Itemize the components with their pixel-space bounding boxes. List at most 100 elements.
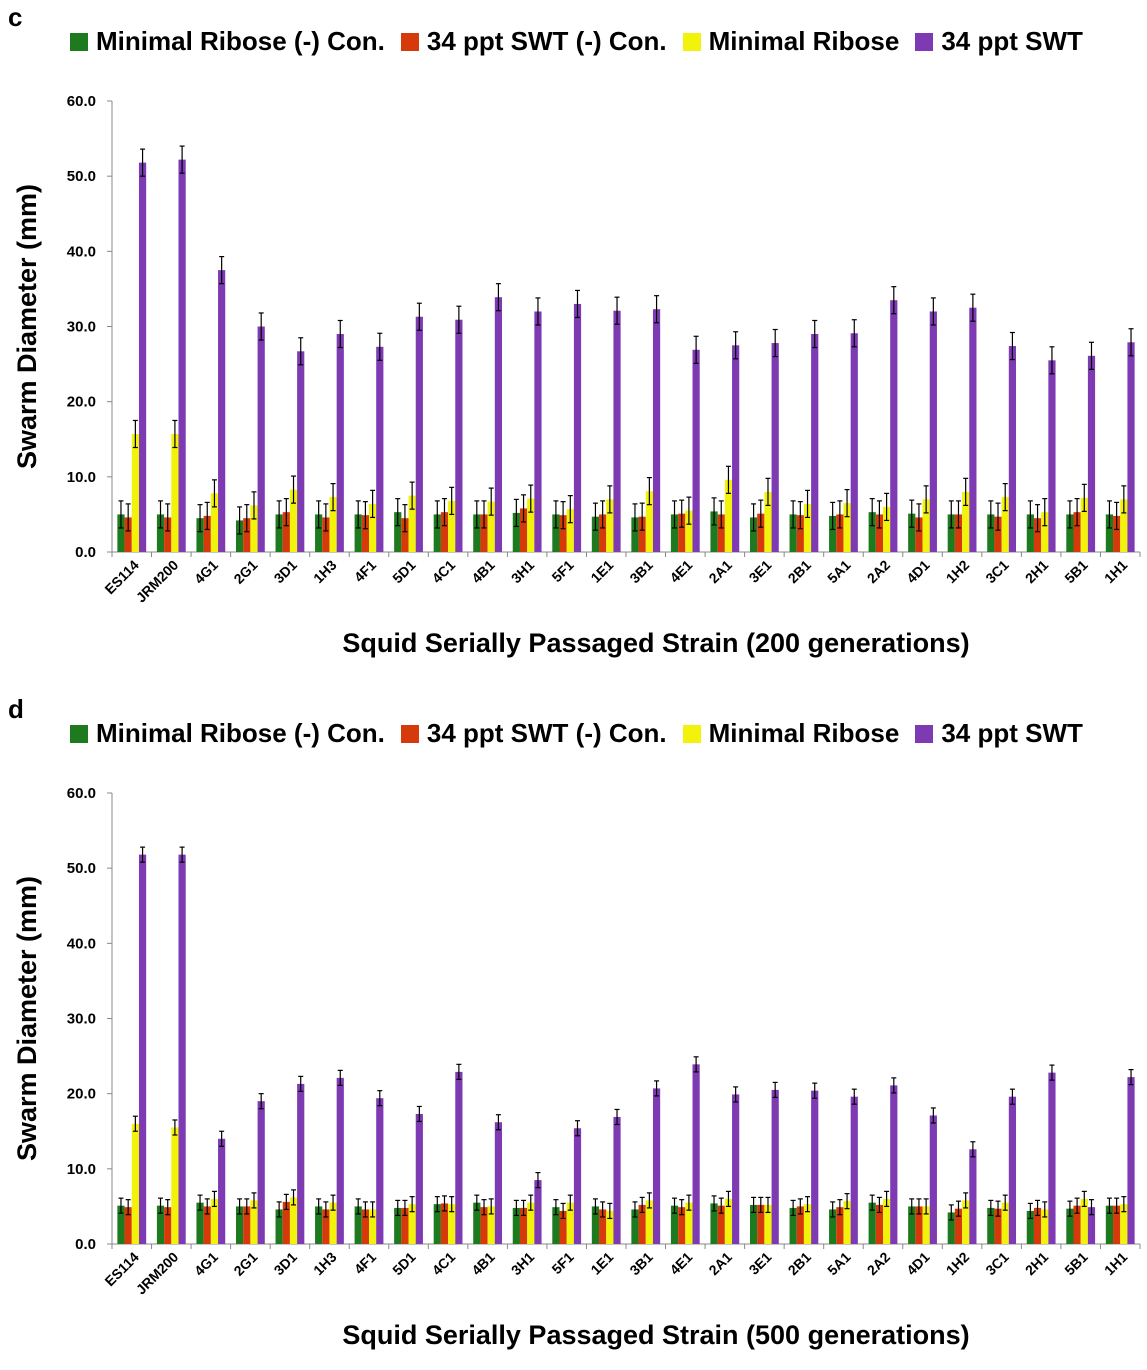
x-tick-label: 2H1 — [1022, 557, 1052, 587]
bar — [1033, 1207, 1042, 1244]
bar — [947, 1212, 955, 1244]
x-tick-label: 3B1 — [626, 1249, 656, 1279]
bar — [235, 1206, 244, 1244]
bar — [275, 514, 283, 552]
bar — [1041, 1209, 1049, 1244]
bar — [954, 1208, 963, 1244]
bar — [724, 479, 733, 552]
x-tick-label: 5A1 — [824, 1249, 854, 1279]
bar — [962, 1200, 970, 1244]
bar — [329, 1202, 337, 1244]
x-axis-label: Squid Serially Passaged Strain (200 gene… — [342, 628, 969, 658]
bar — [494, 297, 503, 552]
bar — [670, 514, 679, 552]
bar — [843, 1201, 851, 1244]
bar — [415, 316, 423, 552]
bar — [915, 517, 923, 552]
bar — [685, 510, 693, 552]
bar — [836, 514, 844, 552]
x-tick-label: 1E1 — [587, 557, 616, 586]
legend-label: 34 ppt SWT — [941, 26, 1083, 56]
bar — [645, 1200, 653, 1244]
bar — [131, 433, 139, 552]
bar — [757, 513, 765, 552]
legend-label: Minimal Ribose (-) Con. — [96, 26, 385, 56]
bar — [1113, 1205, 1121, 1244]
bar — [1048, 1072, 1056, 1244]
bar — [275, 1209, 283, 1244]
bar — [789, 514, 797, 552]
y-axis-label: Swarm Diameter (mm) — [12, 876, 42, 1161]
bar — [829, 1209, 837, 1244]
bar — [890, 1085, 898, 1244]
y-tick-label: 30.0 — [67, 319, 96, 336]
x-tick-label: 5D1 — [389, 557, 419, 587]
bar — [1001, 1202, 1009, 1244]
bar — [591, 1206, 600, 1244]
bar — [757, 1204, 765, 1244]
x-tick-label: 1H2 — [943, 1249, 973, 1279]
bar — [210, 493, 219, 552]
bar — [954, 514, 963, 552]
bar — [652, 1088, 661, 1244]
bar — [645, 491, 653, 552]
x-tick-label: 4E1 — [666, 1249, 695, 1278]
bar — [448, 500, 456, 552]
bar — [1105, 514, 1114, 552]
bar — [250, 505, 258, 552]
legend-swatch — [400, 32, 419, 51]
x-tick-label: 2G1 — [230, 1249, 260, 1279]
bar — [1048, 360, 1056, 552]
y-tick-label: 0.0 — [75, 1236, 96, 1253]
bar — [124, 1207, 132, 1244]
bar — [599, 514, 607, 552]
bar — [868, 512, 876, 552]
bar — [591, 516, 600, 552]
bar — [480, 514, 488, 552]
bar — [796, 1206, 804, 1244]
bar — [836, 1207, 844, 1244]
bar — [203, 1206, 211, 1244]
bar — [196, 1202, 204, 1244]
bar — [1066, 1208, 1074, 1244]
bar — [455, 319, 463, 552]
legend-swatch — [682, 724, 701, 743]
panel-letter: d — [8, 694, 24, 724]
y-tick-label: 60.0 — [67, 93, 96, 110]
x-tick-label: 5B1 — [1061, 1249, 1091, 1279]
x-tick-label: JRM200 — [133, 557, 182, 606]
bar — [289, 489, 298, 552]
bar — [336, 334, 344, 552]
x-tick-label: 1E1 — [587, 1249, 616, 1278]
x-tick-label: 1H1 — [1101, 1249, 1131, 1279]
bar — [315, 1206, 323, 1244]
bar — [573, 303, 582, 552]
x-tick-label: 4B1 — [468, 1249, 498, 1279]
bar — [685, 1202, 693, 1244]
bar — [724, 1198, 733, 1244]
bar — [512, 512, 520, 552]
bar — [710, 511, 718, 552]
bar — [829, 515, 837, 552]
bar — [178, 159, 186, 552]
bar — [1008, 1096, 1017, 1244]
bar — [875, 1204, 883, 1244]
bar — [638, 1204, 646, 1244]
x-tick-label: 3C1 — [982, 1249, 1012, 1279]
bar — [218, 270, 226, 552]
bar — [717, 1205, 725, 1244]
bar — [764, 491, 772, 552]
bar — [315, 514, 323, 552]
bar — [131, 1123, 139, 1244]
bar — [164, 1207, 172, 1244]
x-tick-label: 5B1 — [1061, 557, 1091, 587]
bar — [1026, 1210, 1034, 1244]
x-tick-label: 2B1 — [785, 557, 815, 587]
y-tick-label: 50.0 — [67, 168, 96, 185]
x-tick-label: 2B1 — [785, 1249, 815, 1279]
bar — [771, 1089, 779, 1244]
bar — [448, 1204, 456, 1244]
bar — [156, 514, 165, 552]
bar — [354, 514, 362, 552]
bar — [322, 517, 330, 552]
